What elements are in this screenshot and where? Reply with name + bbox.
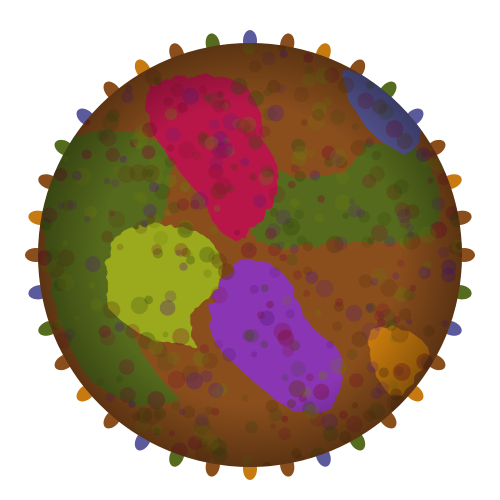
edge-shading [38, 43, 462, 467]
